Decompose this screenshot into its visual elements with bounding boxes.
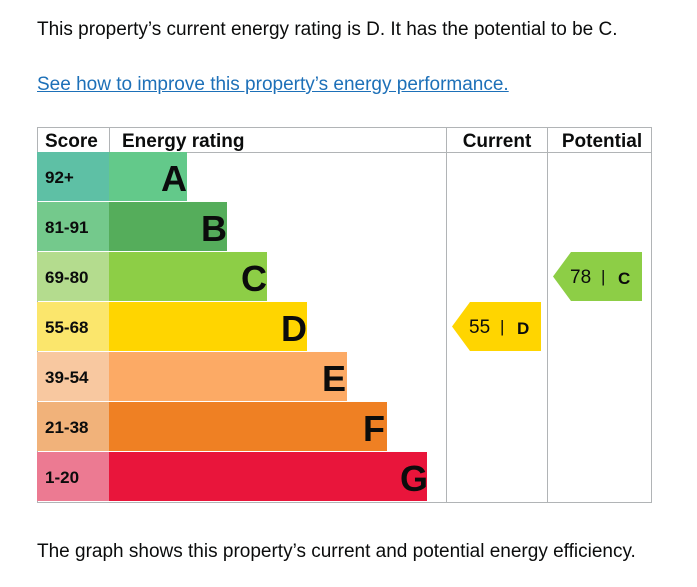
score-cell-f: [37, 402, 109, 451]
score-label-f: 21-38: [45, 418, 88, 437]
score-label-b: 81-91: [45, 218, 88, 237]
rating-letter-a: A: [161, 158, 187, 199]
rating-bar-f: [109, 402, 387, 451]
rating-letter-d: D: [281, 308, 307, 349]
rating-bands: 92+ A 81-91 B 69-80 C 55-68 D 39-54 E 21-38 F 1-20 G: [37, 152, 428, 501]
score-label-g: 1-20: [45, 468, 79, 487]
rating-letter-f: F: [363, 408, 385, 449]
potential-header: Potential: [562, 131, 642, 152]
rating-bar-e: [109, 352, 347, 401]
current-divider: |: [500, 317, 504, 336]
rating-bar-d: [109, 302, 307, 351]
chart-headers: Score Energy rating Current Potential: [45, 131, 642, 152]
rating-letter-g: G: [400, 458, 428, 499]
rating-letter-c: C: [241, 258, 267, 299]
current-score-value: 55: [469, 317, 490, 338]
score-cell-b: [37, 202, 109, 251]
potential-divider: |: [601, 267, 605, 286]
score-label-a: 92+: [45, 168, 74, 187]
current-rating-marker: [452, 302, 541, 351]
potential-rating-marker: [553, 252, 642, 301]
rating-bar-c: [109, 252, 267, 301]
score-label-d: 55-68: [45, 318, 88, 337]
potential-rating-letter: C: [618, 269, 630, 288]
energy-rating-header: Energy rating: [122, 131, 244, 152]
score-header: Score: [45, 131, 98, 152]
rating-bar-g: [109, 452, 427, 501]
rating-letter-e: E: [322, 358, 346, 399]
score-cell-g: [37, 452, 109, 501]
potential-score-value: 78: [570, 267, 591, 288]
score-cell-c: [37, 252, 109, 301]
score-cell-e: [37, 352, 109, 401]
current-rating-letter: D: [517, 319, 529, 338]
rating-letter-b: B: [201, 208, 227, 249]
chart-description: The graph shows this property’s current …: [37, 541, 636, 562]
rating-bar-b: [109, 202, 227, 251]
score-cell-d: [37, 302, 109, 351]
current-rating-summary: This property’s current energy rating is…: [37, 19, 618, 40]
improve-energy-performance-link[interactable]: See how to improve this property’s energ…: [37, 74, 509, 95]
score-label-e: 39-54: [45, 368, 89, 387]
rating-markers: 55 | D 78 | C: [452, 252, 642, 351]
current-header: Current: [463, 131, 532, 152]
score-label-c: 69-80: [45, 268, 88, 287]
score-cell-a: [37, 152, 109, 201]
rating-bar-a: [109, 152, 187, 201]
